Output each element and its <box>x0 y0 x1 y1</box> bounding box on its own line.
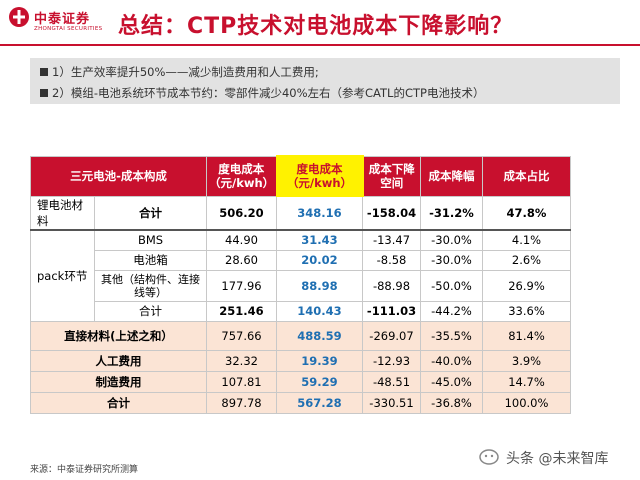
cell-value: -30.0% <box>420 249 483 271</box>
watermark-icon <box>479 449 499 465</box>
header-share: 成本占比 <box>482 155 571 197</box>
header-cost-structure: 三元电池-成本构成 <box>30 155 207 197</box>
source-note: 来源：中泰证券研究所测算 <box>30 465 139 475</box>
cell-value: -45.0% <box>420 370 483 393</box>
table-row: 直接材料(上述之和） 757.66 488.59 -269.07 -35.5% … <box>30 320 571 351</box>
logo-name-cn: 中泰证券 <box>34 12 91 27</box>
cell-value: -40.0% <box>420 349 483 372</box>
cell-value: 506.20 <box>206 195 277 231</box>
cell-value: -12.93 <box>362 349 421 372</box>
row-label: 制造费用 <box>30 370 207 393</box>
summary-point-1: 1）生产效率提升50%——减少制造费用和人工费用; <box>40 64 319 80</box>
table-row: 合计 251.46 140.43 -111.03 -44.2% 33.6% <box>31 300 571 322</box>
cell-value: -30.0% <box>420 229 483 251</box>
company-logo: 中泰证券 ZHONGTAI SECURITIES <box>8 4 112 44</box>
square-bullet-icon <box>40 89 48 97</box>
cell-value: -48.51 <box>362 370 421 393</box>
cell-value: 19.39 <box>276 349 363 372</box>
header-cost-after: 度电成本（元/kwh） <box>275 155 364 197</box>
cell-value: -36.8% <box>420 391 483 414</box>
row-label: 其他（结构件、连接线等） <box>94 269 207 302</box>
table-row: 电池箱 28.60 20.02 -8.58 -30.0% 2.6% <box>31 249 571 271</box>
cell-value: 32.32 <box>206 349 277 372</box>
cell-value: 488.59 <box>276 320 363 351</box>
cell-value: 44.90 <box>206 229 277 251</box>
header-reduction: 成本下降空间 <box>362 155 421 197</box>
cell-value: -111.03 <box>362 300 421 322</box>
cell-value: 107.81 <box>206 370 277 393</box>
summary-text-2: 2）模组-电池系统环节成本节约：零部件减少40%左右（参考CATL的CTP电池技… <box>52 86 485 100</box>
table-row: 合计 897.78 567.28 -330.51 -36.8% 100.0% <box>30 391 571 414</box>
title-divider <box>0 44 640 46</box>
table-row: pack环节 BMS 44.90 31.43 -13.47 -30.0% 4.1… <box>30 229 571 322</box>
cell-value: 2.6% <box>482 249 571 271</box>
row-label: 人工费用 <box>30 349 207 372</box>
cell-value: 20.02 <box>276 249 363 271</box>
cell-value: 81.4% <box>482 320 571 351</box>
cell-value: 567.28 <box>276 391 363 414</box>
cell-value: 3.9% <box>482 349 571 372</box>
cell-value: -330.51 <box>362 391 421 414</box>
table-row: 其他（结构件、连接线等） 177.96 88.98 -88.98 -50.0% … <box>31 269 571 302</box>
table-row: 人工费用 32.32 19.39 -12.93 -40.0% 3.9% <box>30 349 571 372</box>
cost-table: 三元电池-成本构成 度电成本（元/kwh） 度电成本（元/kwh） 成本下降空间… <box>30 155 571 414</box>
table-row: 锂电池材料 合计 506.20 348.16 -158.04 -31.2% 47… <box>30 195 571 231</box>
cell-value: 31.43 <box>276 229 363 251</box>
row-label: 合计 <box>94 195 207 231</box>
row-label: BMS <box>94 229 207 251</box>
square-bullet-icon <box>40 68 48 76</box>
cell-value: 4.1% <box>482 229 571 251</box>
cell-value: 140.43 <box>276 300 363 322</box>
summary-box: 1）生产效率提升50%——减少制造费用和人工费用; 2）模组-电池系统环节成本节… <box>30 58 620 104</box>
summary-point-2: 2）模组-电池系统环节成本节约：零部件减少40%左右（参考CATL的CTP电池技… <box>40 85 484 101</box>
cell-value: -44.2% <box>420 300 483 322</box>
row-label: 直接材料(上述之和） <box>30 320 207 351</box>
table-row: 制造费用 107.81 59.29 -48.51 -45.0% 14.7% <box>30 370 571 393</box>
cell-value: -35.5% <box>420 320 483 351</box>
cell-value: 26.9% <box>482 269 571 302</box>
cell-value: 59.29 <box>276 370 363 393</box>
cell-value: 897.78 <box>206 391 277 414</box>
row-label: 合计 <box>94 300 207 322</box>
cell-value: -31.2% <box>420 195 483 231</box>
cell-value: 88.98 <box>276 269 363 302</box>
cell-value: 28.60 <box>206 249 277 271</box>
group-label: pack环节 <box>30 229 95 322</box>
cell-value: 33.6% <box>482 300 571 322</box>
table-header-row: 三元电池-成本构成 度电成本（元/kwh） 度电成本（元/kwh） 成本下降空间… <box>30 155 571 197</box>
cell-value: 14.7% <box>482 370 571 393</box>
cell-value: -88.98 <box>362 269 421 302</box>
watermark-text: 头条 @未来智库 <box>506 451 609 467</box>
page-title: 总结：CTP技术对电池成本下降影响？ <box>118 14 514 39</box>
cell-value: 251.46 <box>206 300 277 322</box>
logo-mark-icon <box>9 7 29 27</box>
row-label: 合计 <box>30 391 207 414</box>
cell-value: -50.0% <box>420 269 483 302</box>
cell-value: 757.66 <box>206 320 277 351</box>
cell-value: -158.04 <box>362 195 421 231</box>
group-label: 锂电池材料 <box>30 195 95 231</box>
cell-value: 177.96 <box>206 269 277 302</box>
cell-value: 47.8% <box>482 195 571 231</box>
row-label: 电池箱 <box>94 249 207 271</box>
cell-value: -8.58 <box>362 249 421 271</box>
cell-value: 100.0% <box>482 391 571 414</box>
header-reduction-pct: 成本降幅 <box>420 155 483 197</box>
cell-value: 348.16 <box>276 195 363 231</box>
cell-value: -269.07 <box>362 320 421 351</box>
summary-text-1: 1）生产效率提升50%——减少制造费用和人工费用; <box>52 65 319 79</box>
cell-value: -13.47 <box>362 229 421 251</box>
header-cost-before: 度电成本（元/kwh） <box>206 155 277 197</box>
logo-name-en: ZHONGTAI SECURITIES <box>34 26 103 32</box>
